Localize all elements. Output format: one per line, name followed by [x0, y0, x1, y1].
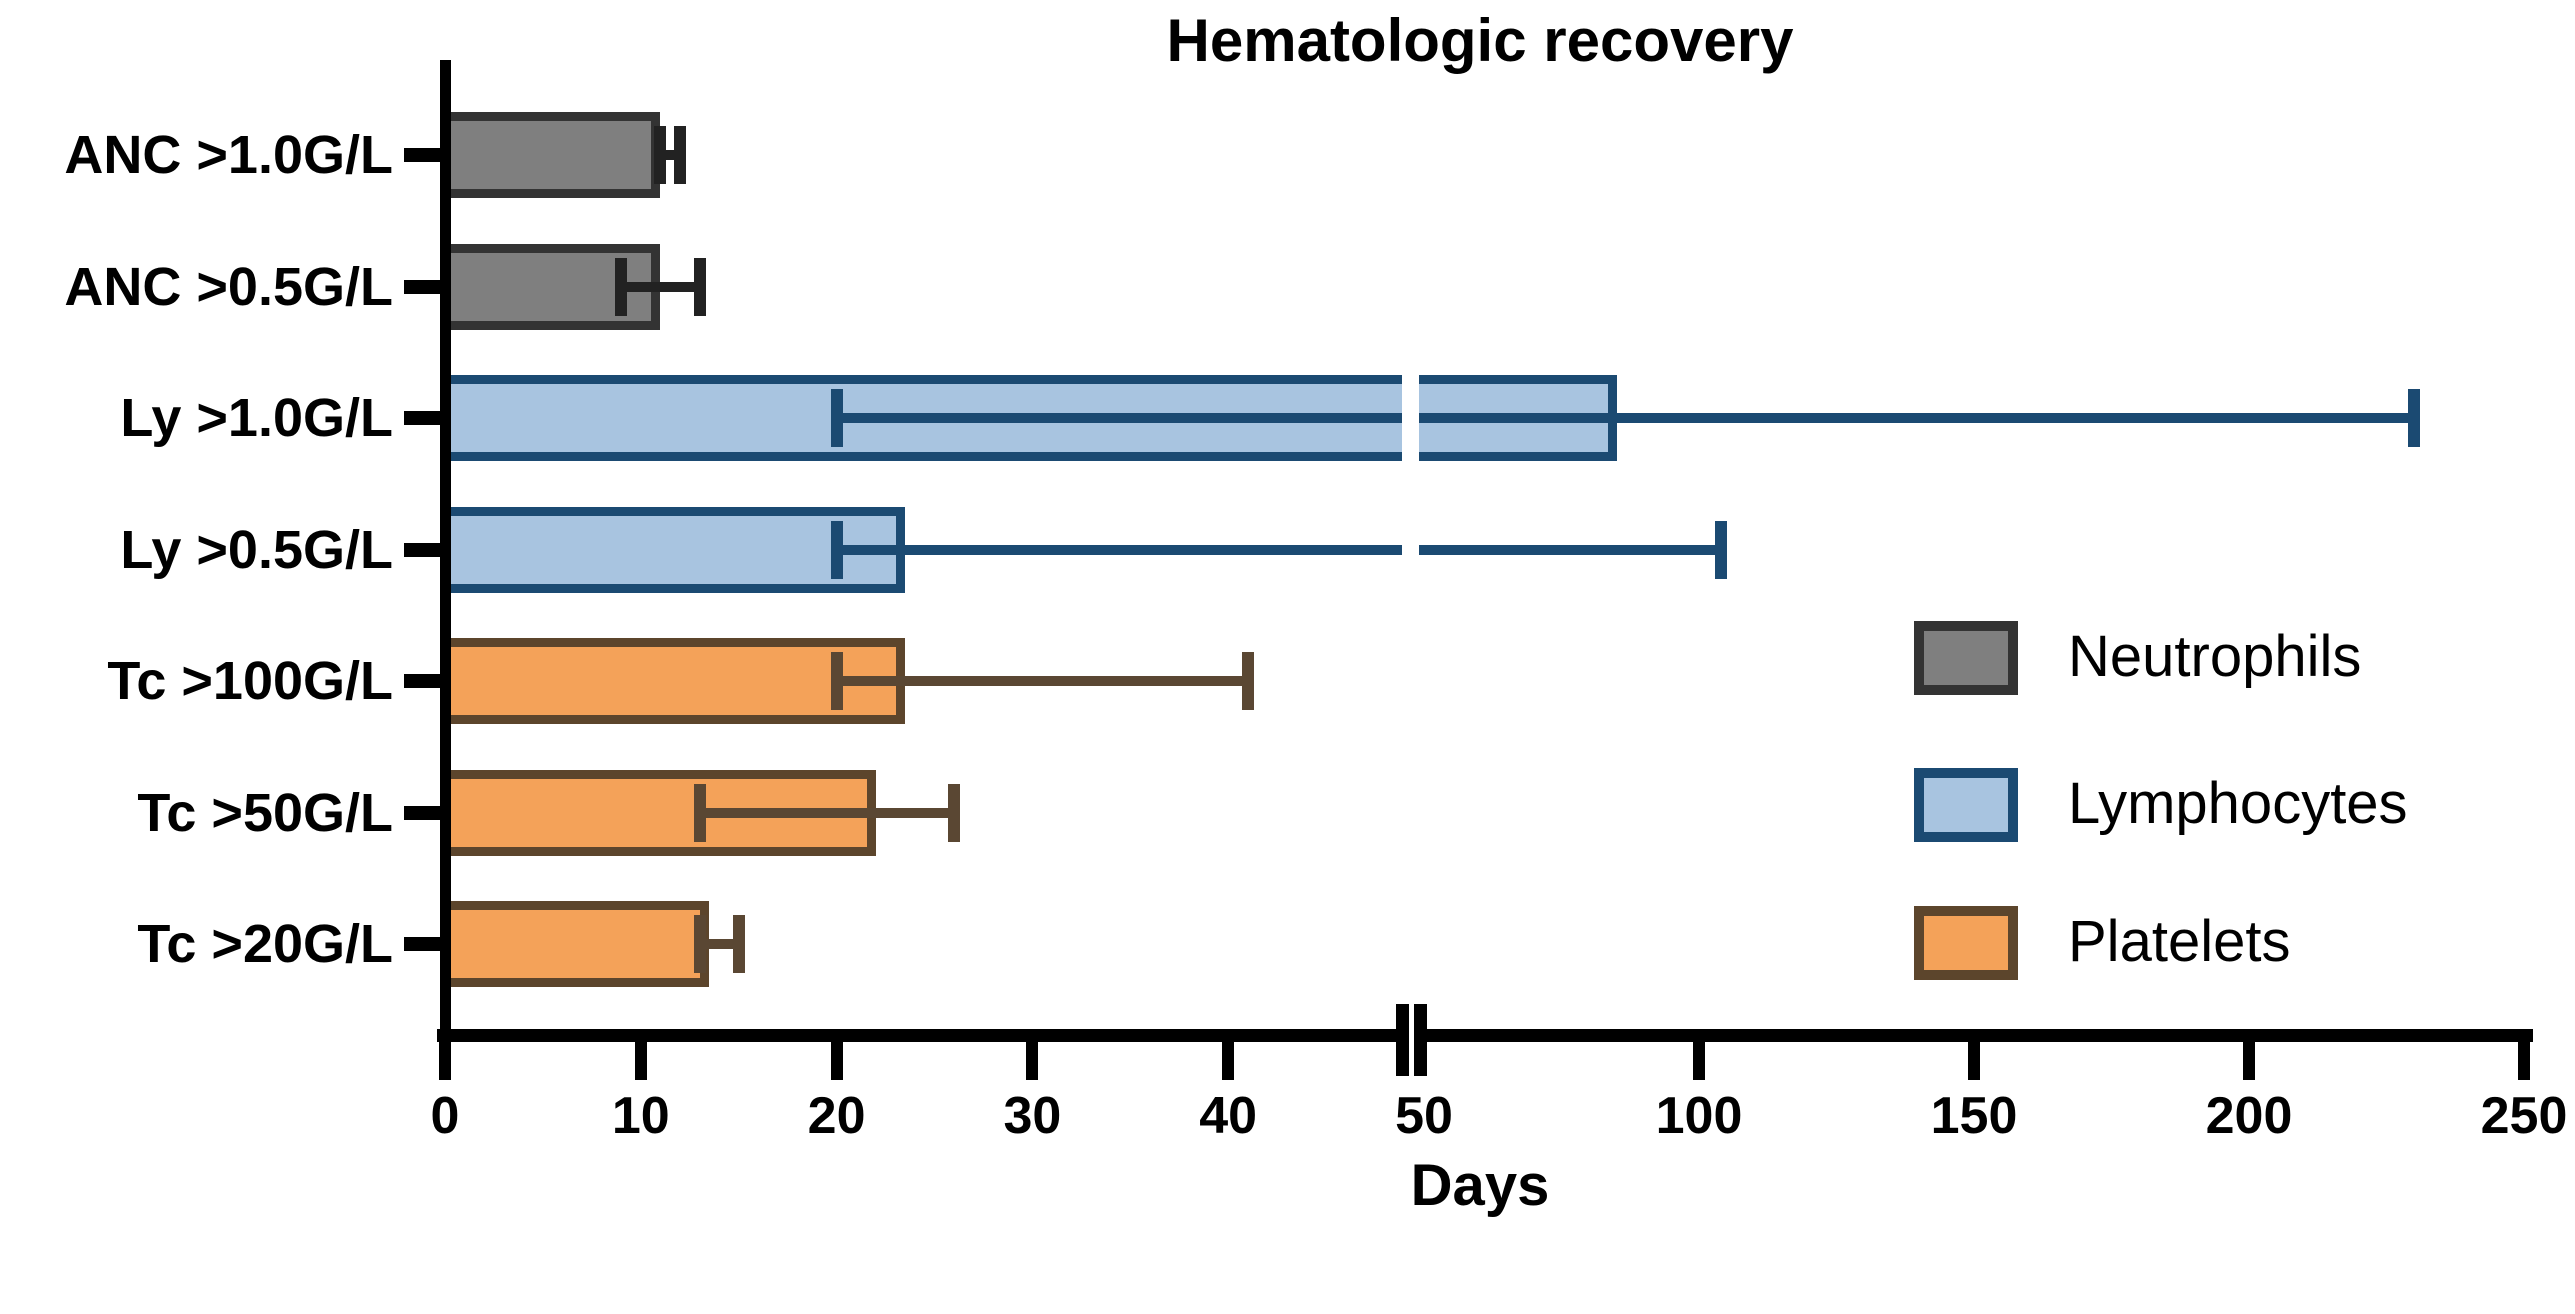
x-axis-tick-label: 50 — [1395, 1087, 1453, 1145]
x-axis-line — [437, 1029, 2533, 1042]
x-axis-tick — [1026, 1040, 1039, 1080]
error-bar-cap — [2408, 389, 2420, 447]
error-bar-line — [660, 150, 680, 160]
error-bar-cap — [693, 783, 706, 842]
whisker-break-gap — [1402, 540, 1419, 559]
error-bar-line — [836, 544, 1721, 555]
bar — [441, 506, 906, 593]
error-bar-cap — [1715, 520, 1727, 579]
bar-break-gap — [1402, 372, 1419, 464]
error-bar-line — [836, 413, 2414, 423]
x-axis-tick — [634, 1040, 647, 1080]
error-bar-line — [836, 676, 1248, 686]
error-bar-cap — [732, 915, 745, 973]
bar — [441, 112, 661, 198]
y-axis-category-label: Ly >1.0G/L — [120, 388, 393, 448]
error-bar-cap — [1241, 652, 1254, 710]
bar — [441, 901, 710, 987]
y-axis-category-label: Tc >100G/L — [107, 651, 393, 711]
legend-label-platelets: Platelets — [2068, 909, 2291, 974]
y-axis-tick — [404, 674, 445, 688]
x-axis-title: Days — [1410, 1153, 1550, 1218]
chart-title: Hematologic recovery — [1166, 7, 1794, 74]
error-bar-cap — [693, 915, 706, 973]
y-axis-tick — [404, 411, 445, 425]
x-axis-tick-label: 200 — [2205, 1087, 2293, 1145]
y-axis-tick — [404, 542, 445, 557]
y-axis-category-label: ANC >0.5G/L — [64, 256, 393, 317]
y-axis-tick — [404, 805, 445, 820]
y-axis-tick — [404, 148, 445, 162]
error-bar-cap — [830, 652, 843, 710]
error-bar-line — [699, 807, 955, 818]
y-axis-category-label: ANC >1.0G/L — [64, 125, 393, 185]
x-axis-tick-label: 100 — [1655, 1087, 1743, 1145]
x-axis-tick-label: 20 — [807, 1087, 866, 1145]
y-axis-category-label: Tc >50G/L — [137, 782, 393, 843]
y-axis-category-label: Ly >0.5G/L — [120, 519, 393, 580]
error-bar-cap — [830, 389, 843, 447]
x-axis-tick — [2243, 1040, 2255, 1080]
x-axis-tick — [2518, 1040, 2530, 1080]
error-bar-cap — [830, 520, 843, 579]
y-axis-line — [440, 60, 451, 1042]
x-axis-tick — [439, 1040, 451, 1080]
error-bar-line — [621, 281, 700, 292]
x-axis-tick-label: 0 — [430, 1087, 460, 1145]
error-bar-cap — [693, 257, 706, 316]
x-axis-tick — [1693, 1040, 1705, 1080]
error-bar-line — [699, 939, 739, 949]
error-bar-cap — [948, 783, 961, 842]
bar — [441, 638, 906, 724]
x-axis-tick — [1222, 1040, 1235, 1080]
x-axis-tick-label: 40 — [1199, 1087, 1258, 1145]
error-bar-cap — [615, 257, 628, 316]
x-axis-tick — [1968, 1040, 1980, 1080]
error-bar-cap — [673, 126, 686, 184]
y-axis-category-label: Tc >20G/L — [137, 914, 393, 974]
legend-label-neutrophils: Neutrophils — [2068, 624, 2362, 689]
error-bar-cap — [654, 126, 667, 184]
legend-label-lymphocytes: Lymphocytes — [2068, 771, 2408, 836]
legend-swatch-neutrophils — [1914, 621, 2018, 695]
legend-swatch-platelets — [1914, 906, 2018, 980]
x-axis-tick-label: 250 — [2480, 1087, 2568, 1145]
legend-swatch-lymphocytes — [1914, 768, 2018, 842]
y-axis-tick — [404, 937, 445, 951]
x-axis-tick-label: 150 — [1930, 1087, 2018, 1145]
axis-break-gap — [1409, 1004, 1414, 1076]
x-axis-tick-label: 10 — [611, 1087, 670, 1145]
x-axis-tick — [830, 1040, 843, 1080]
x-axis-tick-label: 30 — [1003, 1087, 1062, 1145]
y-axis-tick — [404, 279, 445, 294]
